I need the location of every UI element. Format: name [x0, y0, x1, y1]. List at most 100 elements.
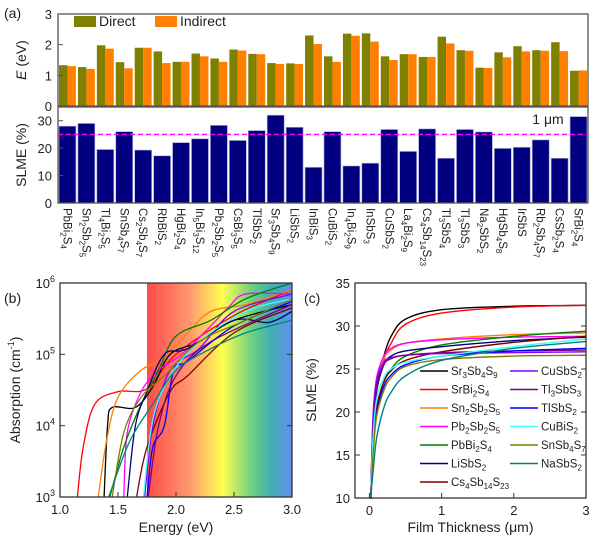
- bar-indirect: [294, 63, 304, 106]
- y-tick-label: 20: [336, 405, 350, 420]
- category-label: PbBi2S4: [58, 208, 72, 249]
- y-tick-label: 0: [45, 99, 52, 114]
- category-label: In4Bi2S9: [342, 208, 356, 249]
- legend-label: Sn2Sb2S5: [451, 403, 501, 417]
- category-label: HgSb4S8: [494, 208, 508, 254]
- plot-frame-thickness: [354, 282, 587, 499]
- absorption-curve: [142, 298, 293, 498]
- y-tick-label: 0: [45, 196, 52, 211]
- bar-direct: [59, 65, 68, 106]
- bar-direct: [380, 56, 390, 106]
- bar-indirect: [218, 61, 228, 106]
- bar-slme: [247, 130, 266, 204]
- x-tick-label: 2: [510, 503, 517, 518]
- x-tick-label: 1: [438, 503, 445, 518]
- legend-swatch-direct: [74, 16, 96, 27]
- slme-curve-cubis2: [370, 338, 587, 499]
- bar-slme: [134, 149, 152, 204]
- category-label: Na2SbS2: [475, 208, 489, 254]
- category-label: Cs4Sb14S23: [418, 208, 432, 267]
- bar-direct: [153, 51, 163, 106]
- y-tick-label: 2: [45, 38, 52, 53]
- bar-slme: [550, 157, 569, 204]
- x-tick-label: 1.5: [109, 502, 127, 517]
- bar-direct: [96, 45, 106, 106]
- legend-label: Cs4Sb14S23: [451, 477, 510, 491]
- bar-indirect: [370, 41, 379, 106]
- bar-indirect: [559, 51, 569, 106]
- bar-slme: [210, 125, 228, 204]
- bar-slme: [512, 147, 531, 204]
- bar-indirect: [502, 57, 512, 106]
- legend-label-direct: Direct: [99, 13, 136, 29]
- bar-slme: [115, 131, 134, 204]
- x-tick-label: 3.0: [283, 502, 301, 517]
- category-label: HgBi2S4: [172, 208, 186, 250]
- bar-direct: [210, 58, 219, 106]
- bar-indirect: [408, 54, 417, 106]
- slme-curve-cs4sb14s23: [370, 335, 587, 499]
- bar-direct: [361, 33, 371, 106]
- category-label: InSbS3: [361, 208, 375, 244]
- bar-direct: [267, 63, 276, 106]
- category-label: La4Bi2S9: [399, 208, 413, 253]
- bar-direct: [305, 35, 314, 106]
- bar-slme: [456, 129, 474, 204]
- panel-label-c: (c): [304, 290, 320, 306]
- category-label: CsSb2S4: [551, 208, 565, 253]
- legend-label: SnSb4S7: [541, 440, 586, 454]
- y-axis-label-slme: SLME (%): [13, 123, 29, 187]
- bar-slme: [531, 139, 550, 204]
- category-label: TlSbS2: [248, 208, 262, 244]
- bar-slme: [266, 114, 285, 204]
- y-axis-label-energy: E (eV): [13, 40, 29, 80]
- bar-indirect: [389, 60, 398, 106]
- bar-indirect: [332, 61, 341, 106]
- absorption-curve: [147, 303, 293, 498]
- bar-indirect: [237, 50, 247, 106]
- bar-indirect: [464, 50, 474, 106]
- y-tick-label: 15: [336, 448, 350, 463]
- panel-label-b: (b): [4, 290, 21, 306]
- bar-slme: [191, 138, 209, 204]
- legend-label: CuBiS2: [541, 422, 579, 436]
- bar-direct: [134, 47, 144, 106]
- y-tick-label: 35: [336, 276, 350, 291]
- bar-indirect: [446, 43, 455, 106]
- bar-indirect: [521, 51, 531, 106]
- bar-slme: [361, 162, 380, 204]
- legend-label: Sr3Sb4S9: [451, 366, 498, 380]
- panel-b: 1.0 1.5 2.0 2.5 3.0 103 104 105 106 Energy (eV): [36, 274, 302, 535]
- bar-direct: [475, 67, 484, 106]
- absorption-curve: [123, 292, 293, 498]
- bar-direct: [77, 67, 87, 106]
- bar-direct: [172, 61, 182, 106]
- bar-slme: [77, 123, 96, 204]
- bar-indirect: [351, 35, 360, 107]
- bar-direct: [437, 36, 447, 107]
- bar-direct: [342, 33, 352, 107]
- legend-label: Pb2Sb2S5: [451, 422, 501, 436]
- legend-label-indirect: Indirect: [180, 13, 226, 29]
- plot-frame-energy: [57, 13, 589, 107]
- bar-direct: [399, 54, 409, 106]
- bar-slme: [58, 125, 77, 204]
- panel-a: 0 1 2 3 E (eV) Direct Indirect 0 10 20 30 SLME (%) 1…: [13, 7, 589, 267]
- legend-label: Tl3SbS3: [541, 385, 582, 399]
- absorption-curve: [135, 307, 293, 498]
- category-label: Tl4Bi2S5: [96, 208, 110, 249]
- category-label: CsBi3S5: [229, 208, 243, 249]
- category-label: Sr3Sb4S9: [267, 208, 281, 255]
- bar-indirect: [199, 56, 209, 106]
- category-label: SnSb4S7: [115, 208, 129, 253]
- legend-label: NaSbS2: [541, 459, 582, 473]
- y-tick-label: 105: [36, 345, 55, 362]
- absorption-curve: [126, 310, 293, 498]
- bar-direct: [494, 52, 503, 106]
- y-axis-label: SLME (%): [303, 358, 319, 422]
- y-axis-label-absorption: Absorption (cm-1): [6, 337, 23, 444]
- x-tick-label: 3: [582, 503, 589, 518]
- bar-direct: [324, 56, 333, 106]
- bar-indirect: [256, 54, 266, 106]
- bar-indirect: [124, 68, 133, 106]
